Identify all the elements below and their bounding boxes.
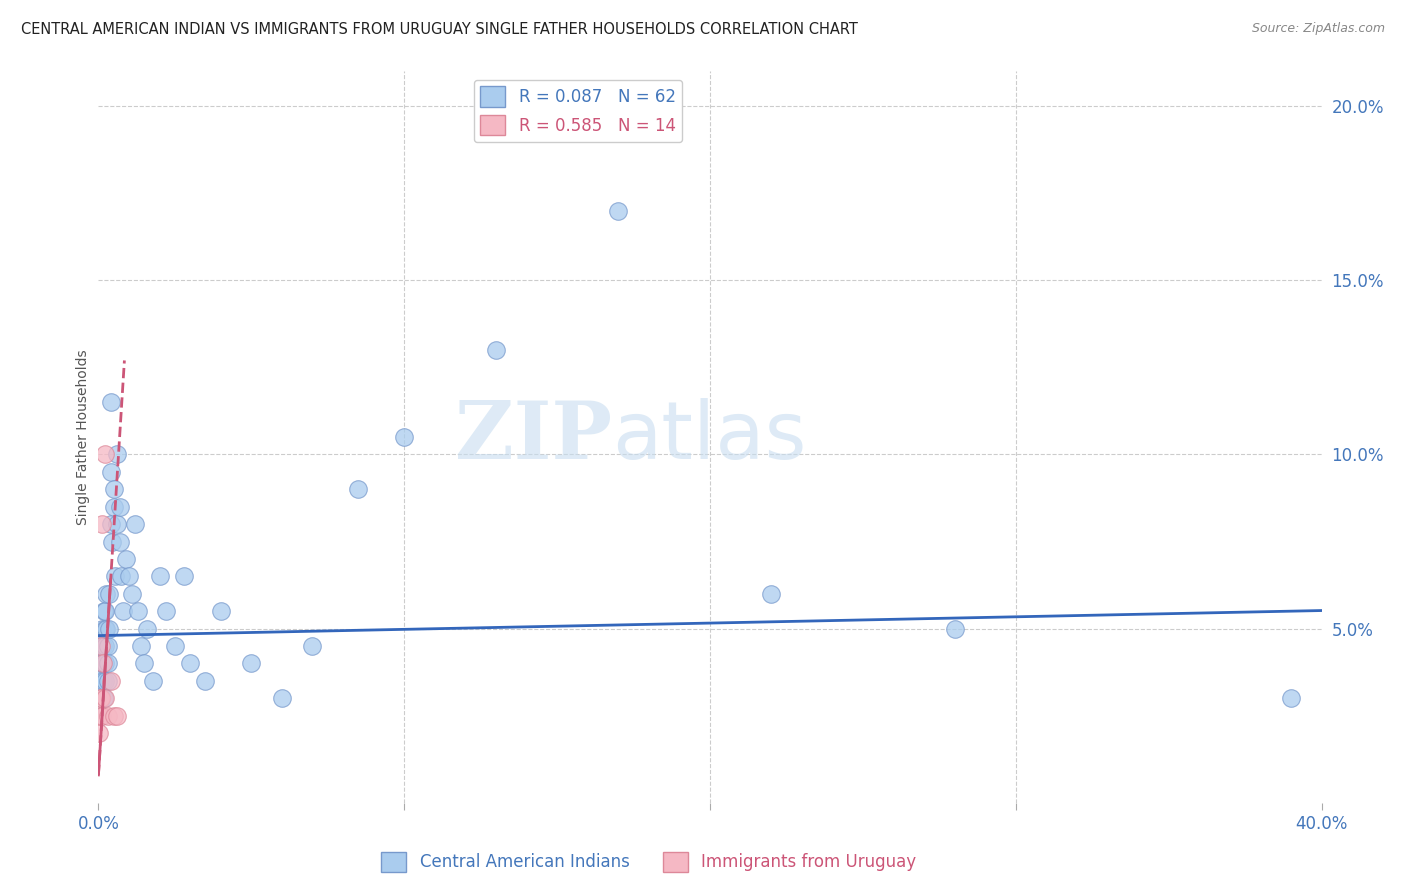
Point bbox=[100, 517, 122, 532]
Point bbox=[155, 604, 177, 618]
Text: Source: ZipAtlas.com: Source: ZipAtlas.com bbox=[1251, 22, 1385, 36]
Text: CENTRAL AMERICAN INDIAN VS IMMIGRANTS FROM URUGUAY SINGLE FATHER HOUSEHOLDS CORR: CENTRAL AMERICAN INDIAN VS IMMIGRANTS FR… bbox=[21, 22, 858, 37]
Point bbox=[607, 203, 630, 218]
Point bbox=[97, 639, 120, 653]
Point bbox=[105, 708, 128, 723]
Point bbox=[91, 673, 114, 688]
Point bbox=[91, 708, 114, 723]
Point bbox=[97, 673, 120, 688]
Point bbox=[173, 569, 195, 583]
Point bbox=[98, 622, 121, 636]
Point bbox=[163, 639, 186, 653]
Point bbox=[93, 622, 115, 636]
Point bbox=[485, 343, 508, 357]
Point bbox=[90, 639, 112, 653]
Point bbox=[100, 395, 122, 409]
Point bbox=[100, 465, 122, 479]
Point bbox=[93, 657, 115, 671]
Point bbox=[90, 708, 112, 723]
Point bbox=[91, 691, 114, 706]
Point bbox=[93, 604, 115, 618]
Point bbox=[347, 483, 370, 497]
Point bbox=[89, 708, 111, 723]
Point bbox=[94, 604, 117, 618]
Point bbox=[89, 726, 111, 740]
Point bbox=[108, 500, 131, 514]
Point bbox=[90, 691, 112, 706]
Point bbox=[94, 622, 117, 636]
Point bbox=[91, 517, 114, 532]
Point bbox=[97, 708, 120, 723]
Point bbox=[121, 587, 143, 601]
Point bbox=[108, 534, 131, 549]
Point bbox=[103, 708, 125, 723]
Point bbox=[127, 604, 149, 618]
Point bbox=[1279, 691, 1302, 706]
Point bbox=[105, 448, 128, 462]
Point bbox=[115, 552, 138, 566]
Legend: Central American Indians, Immigrants from Uruguay: Central American Indians, Immigrants fro… bbox=[375, 845, 922, 879]
Point bbox=[134, 657, 156, 671]
Point bbox=[142, 673, 165, 688]
Point bbox=[103, 500, 125, 514]
Point bbox=[149, 569, 172, 583]
Point bbox=[101, 534, 124, 549]
Point bbox=[93, 639, 115, 653]
Point bbox=[179, 657, 201, 671]
Point bbox=[93, 691, 115, 706]
Point bbox=[93, 448, 115, 462]
Point bbox=[90, 657, 112, 671]
Point bbox=[111, 604, 134, 618]
Point bbox=[90, 639, 112, 653]
Point bbox=[100, 673, 122, 688]
Point bbox=[89, 673, 111, 688]
Point bbox=[209, 604, 232, 618]
Point bbox=[91, 622, 114, 636]
Point bbox=[301, 639, 323, 653]
Point bbox=[270, 691, 292, 706]
Text: atlas: atlas bbox=[612, 398, 807, 476]
Point bbox=[943, 622, 966, 636]
Point bbox=[392, 430, 416, 444]
Point bbox=[94, 673, 117, 688]
Point bbox=[240, 657, 263, 671]
Point bbox=[105, 517, 128, 532]
Point bbox=[90, 691, 112, 706]
Point bbox=[91, 657, 114, 671]
Point bbox=[129, 639, 152, 653]
Text: ZIP: ZIP bbox=[456, 398, 612, 476]
Point bbox=[124, 517, 146, 532]
Point bbox=[97, 587, 120, 601]
Point bbox=[110, 569, 132, 583]
Point bbox=[97, 657, 120, 671]
Point bbox=[194, 673, 217, 688]
Point bbox=[93, 691, 115, 706]
Point bbox=[118, 569, 141, 583]
Point bbox=[103, 483, 125, 497]
Y-axis label: Single Father Households: Single Father Households bbox=[76, 350, 90, 524]
Point bbox=[136, 622, 159, 636]
Point bbox=[94, 587, 117, 601]
Point bbox=[91, 639, 114, 653]
Point bbox=[759, 587, 782, 601]
Point bbox=[91, 657, 114, 671]
Point bbox=[104, 569, 127, 583]
